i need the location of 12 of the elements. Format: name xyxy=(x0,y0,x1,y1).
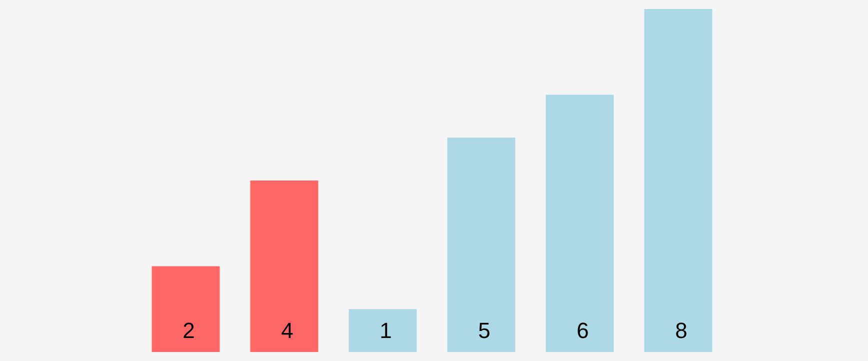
data-label: 6 xyxy=(576,318,589,343)
bar xyxy=(250,180,318,352)
bar xyxy=(546,94,614,352)
bar xyxy=(348,309,417,352)
data-label: 8 xyxy=(675,318,688,343)
data-label: 4 xyxy=(281,318,294,343)
data-label: 1 xyxy=(380,318,392,343)
bar xyxy=(644,9,712,352)
bar xyxy=(152,266,220,352)
data-label: 2 xyxy=(182,318,195,343)
data-label: 5 xyxy=(478,318,490,343)
bar xyxy=(447,138,516,352)
